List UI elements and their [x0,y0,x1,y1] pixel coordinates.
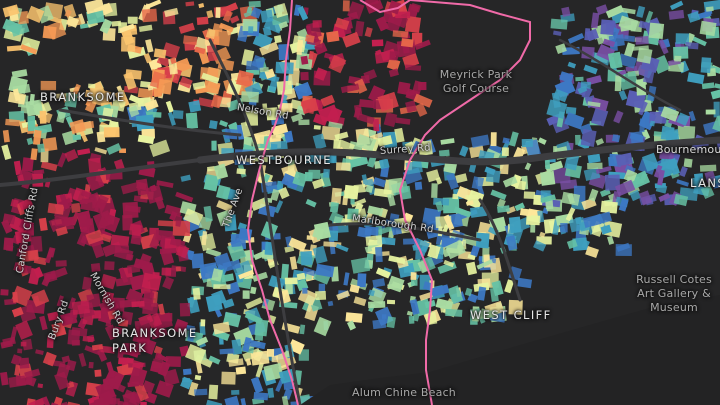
district-boundary [246,0,531,405]
sea-area [300,295,720,405]
label-west-cliff: WEST CLIFF [470,308,552,322]
label-meyrick-park: Meyrick Park Golf Course [439,68,513,95]
label-alum-chine-beach: Alum Chine Beach [352,386,456,399]
label-lansdowne: LANS [690,176,720,190]
label-bournemouth: Bournemouth [656,143,720,156]
label-branksome: BRANKSOME [40,90,126,104]
label-branksome-park: BRANKSOME PARK [112,326,198,355]
label-russell-cotes: Russell Cotes Art Gallery & Museum [636,273,712,314]
label-westbourne: WESTBOURNE [236,153,332,167]
roads [0,38,720,405]
